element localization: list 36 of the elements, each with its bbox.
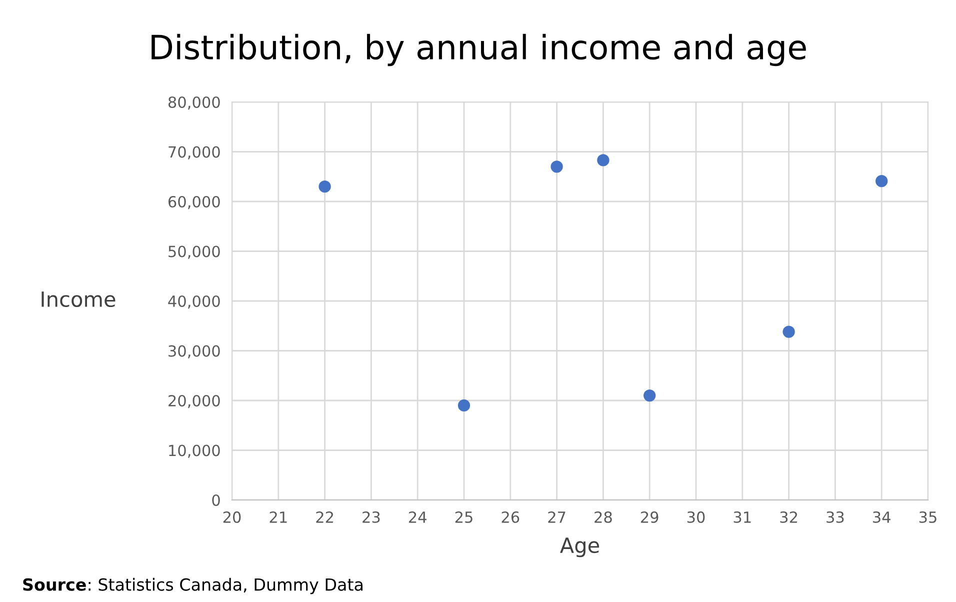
point	[318, 180, 331, 193]
y-axis-title: Income	[42, 292, 116, 308]
point	[644, 389, 656, 402]
point	[876, 175, 888, 188]
x-tick-label: 20	[223, 511, 241, 523]
y-tick-label: 70,000	[168, 146, 220, 160]
point	[550, 160, 563, 173]
chart-title: Distribution, by annual income and age	[152, 34, 806, 66]
x-tick-label: 33	[826, 511, 844, 523]
y-tick-label: 80,000	[168, 96, 220, 110]
y-tick-label: 0	[212, 494, 220, 506]
y-tick-label: 10,000	[169, 444, 220, 458]
x-tick-label: 23	[362, 511, 380, 523]
x-tick-label: 27	[548, 511, 566, 523]
point	[597, 154, 610, 166]
point	[458, 399, 470, 412]
x-tick-label: 25	[455, 511, 472, 523]
x-axis-title: Age	[560, 538, 600, 558]
x-tick-label: 21	[270, 511, 287, 523]
y-tick-label: 40,000	[168, 295, 220, 309]
y-tick-label: 50,000	[168, 246, 220, 259]
x-tick-label: 34	[873, 511, 890, 523]
x-tick-label: 35	[919, 511, 936, 523]
x-tick-label: 30	[687, 511, 705, 523]
x-tick-label: 22	[316, 511, 333, 523]
x-tick-label: 31	[734, 511, 751, 523]
y-tick-label: 30,000	[168, 345, 220, 358]
x-tick-label: 29	[641, 511, 658, 523]
y-tick-label: 60,000	[168, 196, 220, 210]
y-tick-label: 20,000	[168, 394, 220, 408]
x-tick-label: 28	[594, 511, 612, 523]
point	[782, 326, 795, 338]
x-tick-label: 24	[409, 511, 426, 523]
x-tick-label: 32	[780, 511, 797, 523]
x-tick-label: 26	[502, 511, 520, 523]
source-note: Source: Statistics Canada, Dummy Data	[23, 578, 362, 594]
